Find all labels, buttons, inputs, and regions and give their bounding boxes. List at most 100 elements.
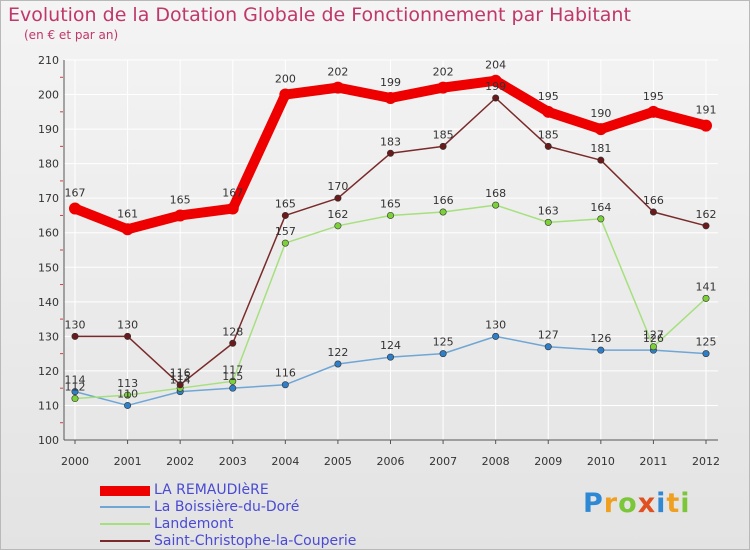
data-label: 163	[538, 204, 559, 217]
legend-swatch	[100, 486, 150, 496]
data-point	[281, 381, 289, 389]
data-point	[176, 381, 184, 389]
data-point	[226, 202, 239, 215]
data-label: 165	[170, 193, 191, 206]
logo-letter: i	[656, 488, 667, 519]
data-label: 204	[485, 59, 506, 72]
data-label: 112	[65, 381, 86, 394]
data-point	[439, 142, 447, 150]
data-label: 130	[65, 318, 86, 331]
x-tick-label: 2012	[692, 455, 720, 468]
data-label: 110	[117, 387, 138, 400]
data-point	[597, 346, 605, 354]
data-label: 183	[380, 135, 401, 148]
y-tick-label: 180	[38, 158, 59, 171]
data-label: 167	[222, 187, 243, 200]
y-tick-label: 160	[38, 227, 59, 240]
y-tick-label: 140	[38, 296, 59, 309]
y-tick-label: 210	[38, 54, 59, 67]
data-label: 128	[222, 325, 243, 338]
data-point	[544, 142, 552, 150]
legend-label: Landemont	[154, 516, 234, 532]
data-point	[386, 211, 394, 219]
legend-swatch	[100, 523, 150, 525]
x-tick-label: 2000	[61, 455, 89, 468]
legend-swatch	[100, 506, 150, 508]
data-label: 124	[380, 339, 401, 352]
y-tick-label: 200	[38, 89, 59, 102]
data-label: 191	[696, 104, 717, 117]
data-label: 157	[275, 225, 296, 238]
data-label-layer: 167 161 165 167 200 202 199 202 204 195 190 195 191 1…	[65, 59, 717, 401]
data-point	[439, 208, 447, 216]
legend-label: La Boissière-du-Doré	[154, 499, 300, 515]
data-point	[647, 105, 660, 118]
data-label: 162	[696, 208, 717, 221]
data-point	[489, 74, 502, 87]
data-label: 166	[643, 194, 664, 207]
data-point	[279, 88, 292, 101]
data-label: 165	[275, 197, 296, 210]
data-point	[702, 222, 710, 230]
data-point	[71, 395, 79, 403]
proxiti-logo: Proxiti	[583, 488, 691, 519]
data-label: 162	[327, 208, 348, 221]
data-point	[229, 384, 237, 392]
y-tick-label: 100	[38, 434, 59, 447]
data-label: 126	[590, 332, 611, 345]
data-point	[281, 239, 289, 247]
x-tick-label: 2002	[166, 455, 194, 468]
data-label: 117	[222, 363, 243, 376]
data-point	[439, 350, 447, 358]
data-label: 167	[65, 187, 86, 200]
data-point	[124, 332, 132, 340]
data-point	[121, 223, 134, 236]
data-point	[384, 92, 397, 104]
data-point	[334, 360, 342, 368]
data-label: 116	[170, 367, 191, 380]
data-label: 195	[538, 90, 559, 103]
data-point	[334, 194, 342, 202]
data-point	[229, 339, 237, 347]
x-tick-label: 2001	[114, 455, 142, 468]
x-tick-label: 2006	[377, 455, 405, 468]
data-label: 165	[380, 197, 401, 210]
data-label: 170	[327, 180, 348, 193]
data-point	[544, 218, 552, 226]
data-point	[386, 149, 394, 157]
logo-letter: x	[637, 488, 657, 519]
data-point	[281, 211, 289, 219]
data-point	[71, 332, 79, 340]
x-tick-label: 2009	[534, 455, 562, 468]
y-tick-label: 130	[38, 330, 59, 343]
y-tick-label: 190	[38, 123, 59, 136]
data-point	[334, 222, 342, 230]
data-label: 115	[170, 370, 191, 383]
data-point	[124, 391, 132, 399]
data-label: 126	[643, 332, 664, 345]
data-label: 199	[485, 80, 506, 93]
data-label: 125	[696, 336, 717, 349]
data-label: 127	[643, 329, 664, 342]
data-point	[492, 94, 500, 102]
x-tick-label: 2005	[324, 455, 352, 468]
x-tick-label: 2003	[219, 455, 247, 468]
data-label: 125	[433, 336, 454, 349]
data-point	[702, 350, 710, 358]
data-label: 141	[696, 280, 717, 293]
data-point	[702, 294, 710, 302]
data-point	[331, 81, 344, 94]
chart-title: Evolution de la Dotation Globale de Fonc…	[8, 4, 631, 26]
data-label: 202	[433, 66, 454, 79]
x-tick-label: 2007	[429, 455, 457, 468]
logo-letter: i	[680, 488, 691, 519]
data-point	[229, 377, 237, 385]
data-label: 164	[590, 201, 611, 214]
data-label: 127	[538, 329, 559, 342]
data-point	[124, 401, 132, 409]
data-label: 116	[275, 367, 296, 380]
data-label: 122	[327, 346, 348, 359]
data-label: 113	[117, 377, 138, 390]
y-tick-label: 170	[38, 192, 59, 205]
x-tick-label: 2010	[587, 455, 615, 468]
